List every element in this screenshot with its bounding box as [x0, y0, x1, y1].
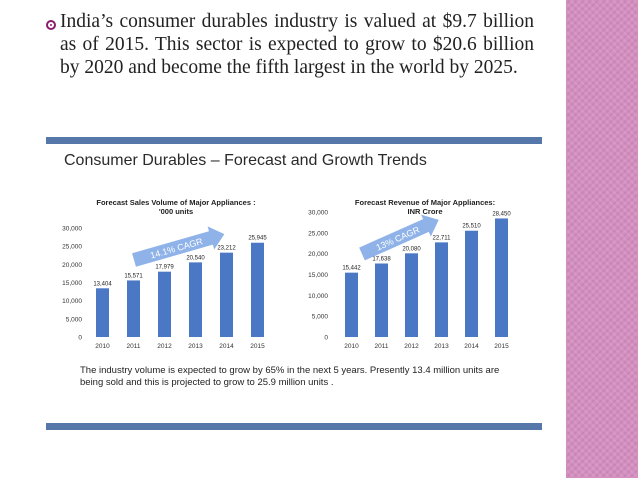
- chart-subtitle: INR Crore: [407, 207, 442, 216]
- cagr-arrow: 13% CAGR: [359, 214, 439, 261]
- bar: [189, 262, 202, 337]
- bar-value-label: 17,638: [372, 257, 391, 263]
- y-tick-label: 10,000: [62, 298, 82, 305]
- y-tick-label: 15,000: [62, 280, 82, 287]
- cagr-arrow-shape: [132, 226, 225, 267]
- decorative-side-strip: [566, 0, 638, 478]
- bar: [495, 218, 508, 337]
- y-tick-label: 0: [324, 335, 328, 342]
- bar: [345, 272, 358, 337]
- bar: [251, 242, 264, 337]
- chart-title: Forecast Sales Volume of Major Appliance…: [96, 198, 255, 207]
- x-tick-label: 2014: [219, 343, 234, 350]
- bar: [158, 271, 171, 337]
- x-tick-label: 2014: [464, 343, 479, 350]
- bar-value-label: 15,571: [124, 273, 143, 279]
- bullet-icon: [46, 20, 56, 30]
- chart-title: Forecast Revenue of Major Appliances:: [355, 198, 495, 207]
- sales-volume-chart: Forecast Sales Volume of Major Appliance…: [62, 198, 267, 350]
- figure-title: Consumer Durables – Forecast and Growth …: [64, 152, 427, 169]
- bar-value-label: 20,080: [402, 246, 421, 252]
- bar-value-label: 22,711: [433, 235, 452, 241]
- y-tick-label: 5,000: [312, 314, 329, 321]
- bottom-rule: [46, 423, 542, 430]
- y-tick-label: 15,000: [308, 272, 328, 279]
- revenue-chart: Forecast Revenue of Major Appliances:INR…: [308, 198, 511, 350]
- x-tick-label: 2010: [95, 343, 110, 350]
- y-tick-label: 30,000: [308, 210, 328, 217]
- bar-value-label: 25,510: [462, 224, 481, 230]
- y-tick-label: 20,000: [308, 251, 328, 258]
- y-tick-label: 20,000: [62, 262, 82, 269]
- x-tick-label: 2015: [250, 343, 265, 350]
- y-tick-label: 0: [78, 335, 82, 342]
- bar: [127, 280, 140, 337]
- bar: [220, 252, 233, 337]
- x-tick-label: 2012: [157, 343, 172, 350]
- x-tick-label: 2013: [434, 343, 449, 350]
- cagr-arrow-shape: [359, 214, 439, 261]
- bar-value-label: 20,540: [186, 255, 205, 261]
- bar-value-label: 23,212: [217, 246, 236, 252]
- bullet-text: India’s consumer durables industry is va…: [60, 11, 534, 78]
- bullet-point: India’s consumer durables industry is va…: [46, 10, 534, 79]
- x-tick-label: 2011: [375, 343, 389, 350]
- bar-value-label: 13,404: [93, 281, 112, 287]
- top-rule: [46, 137, 542, 144]
- bar-value-label: 25,945: [248, 236, 267, 242]
- bar-value-label: 15,442: [342, 266, 361, 272]
- y-tick-label: 5,000: [66, 316, 83, 323]
- figure-caption: The industry volume is expected to grow …: [80, 365, 500, 388]
- x-tick-label: 2012: [404, 343, 419, 350]
- x-tick-label: 2010: [344, 343, 359, 350]
- chart-subtitle: '000 units: [159, 207, 193, 216]
- y-tick-label: 25,000: [62, 244, 82, 251]
- x-tick-label: 2015: [494, 343, 509, 350]
- cagr-arrow: 14.1% CAGR: [132, 226, 225, 267]
- bar: [96, 288, 109, 337]
- bar: [435, 242, 448, 337]
- y-tick-label: 30,000: [62, 226, 82, 233]
- x-tick-label: 2013: [188, 343, 203, 350]
- y-tick-label: 10,000: [308, 293, 328, 300]
- x-tick-label: 2011: [127, 343, 141, 350]
- bar: [465, 230, 478, 337]
- bar-value-label: 28,450: [492, 211, 511, 217]
- y-tick-label: 25,000: [308, 230, 328, 237]
- bar-value-label: 17,979: [155, 265, 174, 271]
- bar: [375, 263, 388, 337]
- bar: [405, 253, 418, 337]
